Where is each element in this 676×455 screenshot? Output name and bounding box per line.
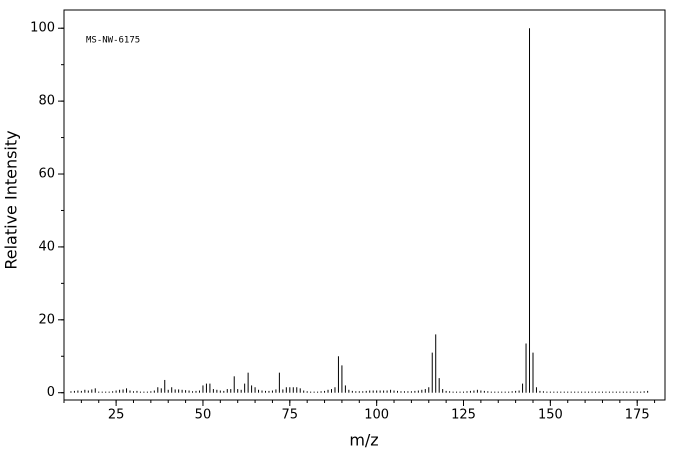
x-axis-label: m/z xyxy=(349,431,378,450)
x-tick-label: 175 xyxy=(625,408,650,423)
y-tick-label: 80 xyxy=(38,94,55,109)
x-tick-label: 150 xyxy=(538,408,563,423)
x-tick-label: 50 xyxy=(195,408,212,423)
x-tick-label: 100 xyxy=(364,408,389,423)
x-tick-label: 125 xyxy=(451,408,476,423)
y-tick-label: 60 xyxy=(38,167,55,182)
y-tick-label: 20 xyxy=(38,312,55,327)
y-tick-label: 0 xyxy=(47,385,55,400)
plot-frame xyxy=(63,9,666,401)
y-tick-label: 40 xyxy=(38,239,55,254)
annotation: MS-NW-6175 xyxy=(86,36,140,46)
x-tick-label: 75 xyxy=(282,408,299,423)
y-axis-label: Relative Intensity xyxy=(2,130,21,269)
x-tick-label: 25 xyxy=(108,408,125,423)
y-tick-label: 100 xyxy=(30,21,55,36)
